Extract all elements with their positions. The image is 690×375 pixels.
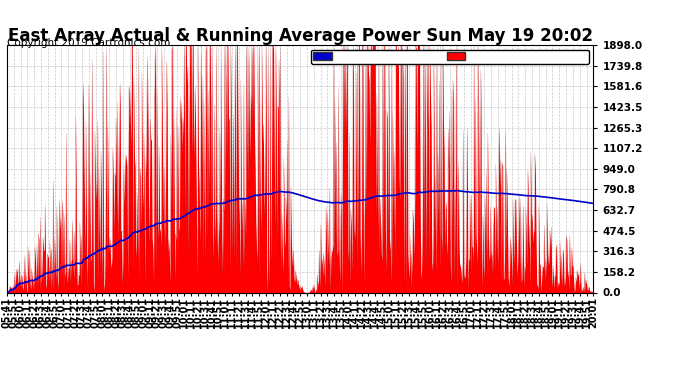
Legend: Average  (DC Watts), East Array  (DC Watts): Average (DC Watts), East Array (DC Watts…: [310, 50, 589, 64]
Title: East Array Actual & Running Average Power Sun May 19 20:02: East Array Actual & Running Average Powe…: [8, 27, 593, 45]
Text: Copyright 2019 Cartronics.com: Copyright 2019 Cartronics.com: [7, 38, 170, 48]
